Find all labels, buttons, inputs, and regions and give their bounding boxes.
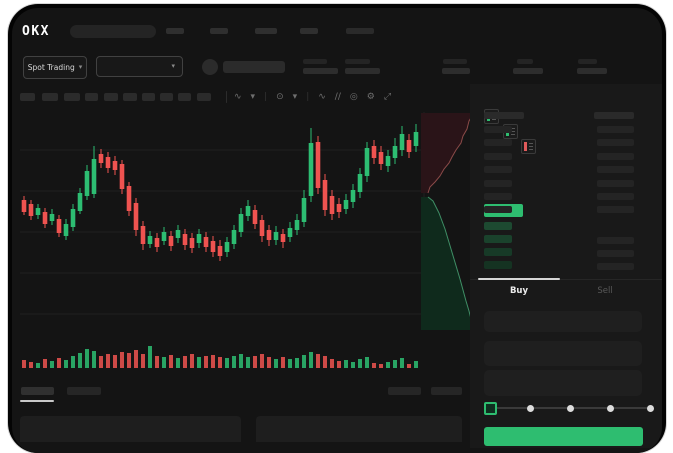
tablet-frame: . OKX Spot Trading ▾ ▾ xyxy=(8,4,666,453)
bottom-link-placeholder[interactable] xyxy=(388,387,421,395)
orderbook-bid-price-placeholder[interactable] xyxy=(484,248,512,256)
settings-gear-icon[interactable]: ⚙ xyxy=(366,92,375,102)
nav-item-placeholder[interactable] xyxy=(210,28,228,34)
indicator-circle-icon[interactable]: ⊙ xyxy=(276,92,284,102)
orderbook-amount-placeholder xyxy=(597,166,634,174)
pair-selector-dropdown[interactable]: ▾ xyxy=(96,56,183,77)
timeframe-button[interactable] xyxy=(197,93,211,101)
orderbook-amount-placeholder xyxy=(597,139,634,147)
pattern-wave-icon[interactable]: ∿ xyxy=(234,92,242,102)
tab-sell[interactable]: Sell xyxy=(597,286,613,296)
stat-value-placeholder xyxy=(577,68,607,74)
orderbook-amount-placeholder xyxy=(597,126,634,133)
coin-avatar xyxy=(202,59,218,75)
stat-label-placeholder xyxy=(303,59,327,64)
slider-step-dot[interactable] xyxy=(526,404,534,412)
stat-label-placeholder xyxy=(578,59,597,64)
orderbook-amount-placeholder xyxy=(597,263,634,270)
divider: | xyxy=(264,92,268,102)
timeframe-button[interactable] xyxy=(104,93,118,101)
bottom-active-tab-indicator xyxy=(20,400,54,402)
line-chart-icon[interactable]: ∿ xyxy=(318,92,326,102)
search-input[interactable] xyxy=(70,25,156,38)
orderbook-ask-price-placeholder[interactable] xyxy=(484,206,512,214)
orderbook-amount-placeholder xyxy=(597,206,634,214)
timeframe-button[interactable] xyxy=(178,93,191,101)
orderbook-price-header-placeholder xyxy=(484,112,524,119)
stat-label-placeholder xyxy=(517,59,533,64)
timeframe-button[interactable] xyxy=(160,93,173,101)
bottom-panel-placeholder xyxy=(20,416,241,442)
bottom-link-placeholder[interactable] xyxy=(431,387,462,395)
draw-tool-icon[interactable]: ∕∕ xyxy=(334,92,341,102)
orderbook-ask-price-placeholder[interactable] xyxy=(484,139,512,147)
timeframe-button[interactable] xyxy=(142,93,155,101)
orderbook-amount-placeholder xyxy=(597,237,634,244)
orderbook-ask-price-placeholder[interactable] xyxy=(484,126,512,133)
orderbook-amount-placeholder xyxy=(597,152,634,160)
timeframe-button[interactable] xyxy=(85,93,98,101)
stat-label-placeholder xyxy=(345,59,370,64)
orderbook-amount-placeholder xyxy=(597,193,634,200)
orderbook-ask-price-placeholder[interactable] xyxy=(484,193,512,200)
orderbook-amount-placeholder xyxy=(597,250,634,257)
stat-value-placeholder xyxy=(513,68,543,74)
orderbook-ask-price-placeholder[interactable] xyxy=(484,179,512,187)
total-input[interactable] xyxy=(484,370,642,396)
stat-value-placeholder xyxy=(345,68,380,74)
nav-item-placeholder[interactable] xyxy=(346,28,374,34)
okx-logo: OKX xyxy=(22,24,50,39)
camera-icon[interactable]: ◎ xyxy=(349,92,358,102)
bottom-tab-placeholder[interactable] xyxy=(21,387,54,395)
bottom-tab-placeholder[interactable] xyxy=(67,387,101,395)
slider-handle[interactable] xyxy=(484,402,497,415)
amount-input[interactable] xyxy=(484,341,642,366)
app-screen: . OKX Spot Trading ▾ ▾ xyxy=(12,8,662,453)
timeframe-button[interactable] xyxy=(42,93,58,101)
market-type-dropdown[interactable]: Spot Trading ▾ xyxy=(23,56,87,79)
orderbook-amount-header-placeholder xyxy=(594,112,634,119)
active-tab-indicator xyxy=(478,278,560,280)
timeframe-button[interactable] xyxy=(20,93,35,101)
slider-step-dot[interactable] xyxy=(606,404,614,412)
slider-step-dot[interactable] xyxy=(566,404,574,412)
chevron-down-icon[interactable]: ▾ xyxy=(292,92,298,102)
tabs-divider xyxy=(470,279,662,280)
chart-toolbar-icons: ∿ ▾ | ⊙ ▾ | ∿ ∕∕ ◎ ⚙ ⤢ xyxy=(234,90,391,104)
stat-label-placeholder xyxy=(443,59,467,64)
price-input[interactable] xyxy=(484,311,642,332)
chevron-down-icon: ▾ xyxy=(78,63,83,71)
orderbook-ask-price-placeholder[interactable] xyxy=(484,166,512,174)
stat-value-placeholder xyxy=(442,68,470,74)
orderbook-amount-placeholder xyxy=(597,179,634,187)
chevron-down-icon: ▾ xyxy=(171,62,175,70)
divider: | xyxy=(306,92,310,102)
orderbook-asks-view-icon[interactable] xyxy=(521,139,536,154)
slider-step-dot[interactable] xyxy=(646,404,654,412)
chevron-down-icon[interactable]: ▾ xyxy=(250,92,256,102)
stat-value-placeholder xyxy=(303,68,338,74)
toolbar-divider xyxy=(226,91,227,103)
orderbook-bid-price-placeholder[interactable] xyxy=(484,235,512,243)
tab-buy[interactable]: Buy xyxy=(509,286,529,296)
nav-item-placeholder[interactable] xyxy=(166,28,184,34)
orderbook-ask-price-placeholder[interactable] xyxy=(484,152,512,160)
bottom-panel-placeholder xyxy=(256,416,462,442)
nav-item-placeholder[interactable] xyxy=(300,28,318,34)
market-type-label: Spot Trading xyxy=(27,63,75,72)
timeframe-button[interactable] xyxy=(123,93,137,101)
pair-name-placeholder xyxy=(223,61,285,73)
timeframe-button[interactable] xyxy=(64,93,80,101)
expand-icon[interactable]: ⤢ xyxy=(383,92,392,102)
orderbook-bid-price-placeholder[interactable] xyxy=(484,261,512,269)
nav-item-placeholder[interactable] xyxy=(255,28,277,34)
buy-submit-button[interactable] xyxy=(484,427,643,446)
orderbook-bid-price-placeholder[interactable] xyxy=(484,222,512,230)
